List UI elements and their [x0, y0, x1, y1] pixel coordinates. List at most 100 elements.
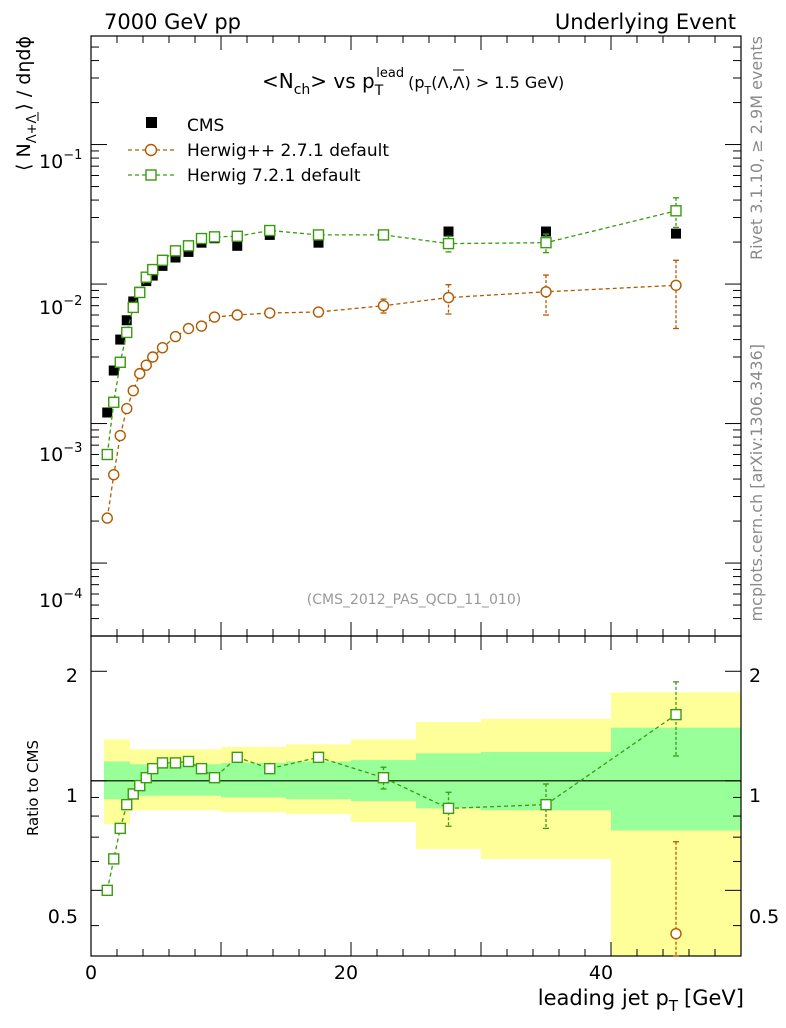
ratio-herwig7-point — [140, 771, 152, 784]
ratio-herwig7-point — [264, 762, 276, 775]
main-herwigpp-point — [264, 307, 276, 319]
ratio-ytick-label-0.5-right: 0.5 — [749, 906, 779, 928]
main-herwig7-point — [169, 245, 182, 257]
uncertainty-band-inner — [156, 764, 169, 796]
main-herwigpp-point — [312, 306, 325, 318]
data-marks — [101, 197, 682, 957]
main-herwigpp-point — [121, 402, 133, 415]
ratio-bands — [91, 692, 741, 956]
ratio-ytick-label-2-left: 2 — [66, 665, 78, 687]
rivet-label: Rivet 3.1.10, ≥ 2.9M events — [747, 36, 766, 260]
ratio-herwig7-point — [195, 762, 208, 775]
ratio-herwig7-point — [670, 708, 682, 721]
ratio-herwig7-point — [169, 757, 182, 769]
ytick-label-1e-2: 10−2 — [39, 294, 82, 319]
ratio-herwig7-point — [121, 798, 133, 811]
main-cms-point — [183, 246, 194, 257]
uncertainty-band-inner — [221, 762, 254, 798]
ratio-herwig7-point — [134, 779, 146, 792]
uncertainty-band-inner — [182, 764, 195, 796]
main-herwigpp-point — [670, 279, 682, 291]
main-herwig7-point — [182, 240, 195, 252]
plot-title: <Nch> vs pTlead (pT(Λ,Λ) > 1.5 GeV) — [262, 66, 564, 99]
main-cms-point — [128, 296, 139, 307]
main-herwig7-point — [208, 231, 221, 243]
ytick-label-1e-3: 10−3 — [39, 441, 82, 466]
x-axis-label: leading jet pT [GeV] — [538, 986, 744, 1015]
xtick-label-0: 0 — [85, 962, 97, 984]
main-herwigpp-point — [156, 341, 169, 354]
main-herwig7-point — [134, 286, 146, 299]
main-cms-point — [232, 240, 243, 251]
main-herwigpp-point — [134, 367, 146, 380]
ratio-herwig7-point — [312, 751, 325, 764]
main-herwigpp-point — [231, 309, 243, 321]
ratio-plot-frame — [90, 635, 742, 957]
main-herwig7-point — [140, 271, 152, 283]
xtick-label-40: 40 — [589, 962, 613, 984]
ratio-ytick-label-1-right: 1 — [749, 785, 761, 807]
main-herwigpp-point — [108, 468, 120, 481]
main-herwig7-point — [670, 205, 682, 217]
main-herwig7-point — [108, 396, 120, 409]
main-herwig7-point — [540, 236, 552, 249]
ratio-herwig7-point — [127, 788, 139, 800]
ratio-herwig7-point — [147, 762, 159, 775]
main-herwig7-point — [231, 230, 243, 242]
main-herwigpp-point — [147, 351, 159, 363]
axis-ticks — [90, 36, 742, 956]
ratio-herwigpp-point — [670, 928, 682, 940]
legend-marker-herwigpp — [144, 143, 158, 157]
main-herwigpp-point — [377, 299, 390, 312]
main-herwigpp-point — [101, 512, 113, 524]
main-cms-point — [671, 228, 681, 239]
main-herwig7-point — [127, 301, 139, 314]
ratio-herwig7-point — [231, 751, 243, 764]
main-cms-point — [108, 365, 119, 376]
main-cms-point — [147, 270, 158, 281]
legend-label-cms: CMS — [187, 116, 224, 136]
y-axis-label-ratio: Ratio to CMS — [24, 740, 42, 836]
main-cms-point — [541, 226, 551, 237]
main-cms-point — [115, 334, 126, 345]
ratio-ytick-label-2-right: 2 — [749, 665, 761, 687]
ratio-herwig7-point — [101, 884, 113, 897]
ytick-label-1e-1: 10−1 — [39, 148, 82, 173]
main-herwig7-point — [377, 229, 390, 241]
ratio-series-line — [106, 714, 677, 891]
ratio-herwig7-point — [156, 757, 169, 769]
main-cms-point — [443, 226, 454, 237]
main-herwigpp-point — [140, 359, 152, 371]
main-cms-point — [313, 237, 324, 248]
main-herwig7-point — [147, 263, 159, 276]
mcplots-label: mcplots.cern.ch [arXiv:1306.3436] — [747, 344, 766, 621]
header-process: Underlying Event — [555, 10, 736, 34]
main-herwigpp-point — [540, 286, 552, 298]
main-herwigpp-point — [169, 330, 182, 343]
ratio-herwig7-point — [377, 771, 390, 784]
ratio-herwig7-point — [442, 802, 455, 815]
main-herwigpp-point — [195, 320, 208, 332]
xtick-label-20: 20 — [334, 962, 358, 984]
ratio-herwig7-point — [114, 822, 126, 835]
ratio-herwig7-point — [182, 755, 195, 768]
ratio-ytick-label-1-left: 1 — [66, 785, 78, 807]
main-herwigpp-point — [114, 429, 126, 442]
main-herwig7-point — [195, 232, 208, 245]
legend-label-herwigpp: Herwig++ 2.7.1 default — [187, 141, 389, 161]
y-axis-label-main: ⟨ NΛ+Λ⟩ / dηdϕ — [13, 36, 40, 171]
ratio-herwig7-point — [208, 771, 221, 784]
ytick-label-1e-4: 10−4 — [39, 587, 82, 612]
main-herwig7-point — [121, 326, 133, 339]
main-cms-point — [121, 315, 132, 326]
main-herwig7-point — [264, 224, 276, 237]
legend-label-herwig7: Herwig 7.2.1 default — [187, 166, 361, 186]
uncertainty-band-inner — [169, 764, 182, 796]
main-herwig7-point — [442, 237, 455, 250]
ratio-herwig7-point — [540, 798, 552, 811]
main-herwig7-point — [101, 448, 113, 461]
legend: CMS Herwig++ 2.7.1 default Herwig 7.2.1 … — [128, 116, 389, 186]
main-herwigpp-point — [127, 384, 139, 397]
main-herwig7-point — [156, 254, 169, 267]
main-herwigpp-point — [208, 311, 221, 323]
